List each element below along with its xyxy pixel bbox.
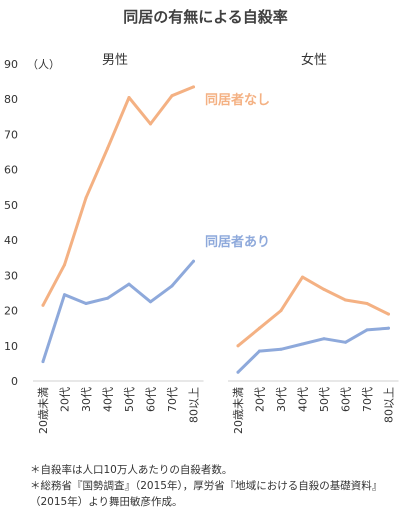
panel-label-female: 女性	[301, 52, 327, 68]
data-point	[344, 340, 347, 344]
series-line-with-cohabitant	[236, 326, 390, 374]
y-tick-label: 10	[4, 340, 18, 353]
data-point	[192, 259, 195, 263]
y-tick-label: 60	[4, 164, 18, 177]
x-tick-label: 30代	[80, 387, 93, 412]
data-point	[63, 293, 66, 297]
x-tick-label: 20代	[59, 387, 72, 412]
y-tick-label: 70	[4, 128, 18, 141]
series-line-with-cohabitant	[41, 259, 195, 364]
data-point	[149, 122, 152, 126]
data-point	[41, 360, 45, 364]
data-point	[365, 328, 369, 332]
footnote-source-cont: （2015年）より舞田敏彦作成。	[30, 496, 183, 508]
footnote-source: ＊総務省『国勢調査』（2015年），厚労省『地域における自殺の基礎資料』	[30, 480, 383, 492]
x-tick-label: 60代	[145, 387, 158, 412]
footnote-definition: ＊自殺率は人口10万人あたりの自殺者数。	[30, 464, 233, 476]
y-tick-label: 20	[4, 305, 18, 318]
x-tick-label: 70代	[361, 387, 374, 412]
data-point	[365, 302, 369, 306]
data-point	[301, 342, 304, 346]
data-point	[258, 326, 261, 330]
panel-label-male: 男性	[102, 53, 128, 68]
data-point	[192, 85, 195, 89]
data-point	[63, 263, 66, 267]
data-point	[127, 95, 131, 99]
data-point	[236, 370, 240, 374]
data-point	[41, 303, 45, 307]
series-line-without-cohabitant	[41, 85, 195, 307]
data-point	[322, 287, 326, 291]
data-point	[106, 147, 109, 151]
data-point	[170, 284, 174, 288]
data-point	[84, 302, 88, 306]
y-tick-label: 90	[4, 58, 18, 71]
x-tick-label: 30代	[275, 387, 288, 412]
x-tick-label: 20歳未満	[37, 387, 50, 434]
data-point	[301, 275, 304, 279]
series-line-without-cohabitant	[236, 275, 390, 348]
series-label-with-cohabitant: 同居者あり	[205, 234, 270, 250]
x-tick-label: 80以上	[188, 387, 201, 423]
x-tick-label: 20代	[254, 387, 267, 412]
data-point	[322, 337, 326, 341]
y-axis-unit: （人）	[27, 58, 60, 71]
data-point	[279, 309, 283, 313]
y-tick-label: 50	[4, 199, 18, 212]
y-tick-label: 80	[4, 93, 18, 106]
data-point	[149, 300, 152, 304]
chart-title: 同居の有無による自殺率	[123, 8, 288, 26]
series-label-without-cohabitant: 同居者なし	[205, 92, 270, 108]
data-point	[84, 196, 88, 200]
x-tick-label: 50代	[318, 387, 331, 412]
data-point	[170, 94, 174, 98]
data-point	[344, 298, 347, 302]
data-point	[279, 347, 283, 351]
data-point	[258, 349, 261, 353]
y-tick-label: 30	[4, 269, 18, 282]
data-point	[106, 296, 109, 300]
data-point	[236, 344, 240, 348]
x-tick-label: 40代	[102, 387, 115, 412]
x-tick-label: 80以上	[383, 387, 396, 423]
x-tick-label: 50代	[123, 387, 136, 412]
x-tick-label: 40代	[297, 387, 310, 412]
x-tick-label: 60代	[340, 387, 353, 412]
x-tick-label: 20歳未満	[232, 387, 245, 434]
data-point	[387, 312, 390, 316]
y-tick-label: 0	[11, 375, 18, 388]
y-tick-label: 40	[4, 234, 18, 247]
data-point	[127, 282, 131, 286]
data-point	[387, 326, 390, 330]
x-tick-label: 70代	[166, 387, 179, 412]
